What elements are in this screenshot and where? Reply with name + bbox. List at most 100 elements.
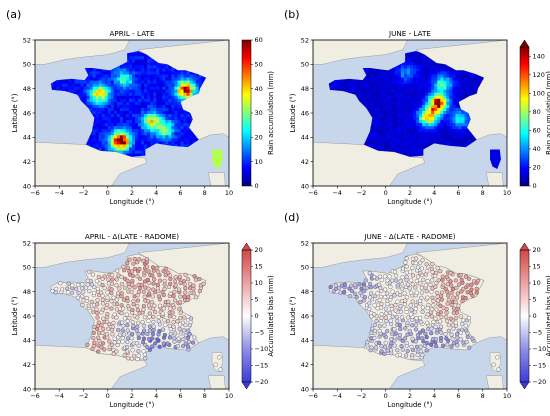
rain-cell (400, 122, 405, 127)
station-marker (436, 278, 441, 283)
rain-cell (419, 116, 423, 121)
rain-cell (440, 104, 444, 108)
x-tick-label: −6 (30, 392, 40, 400)
station-marker (151, 314, 156, 320)
rain-cell (434, 67, 438, 72)
rain-cell (376, 144, 381, 148)
rain-cell (138, 101, 142, 105)
rain-cell (135, 107, 139, 111)
rain-cell (443, 89, 447, 93)
rain-cell (379, 107, 384, 111)
rain-cell (116, 119, 121, 124)
rain-cell (425, 140, 429, 145)
rain-cell (98, 98, 103, 102)
rain-cell (443, 128, 447, 133)
station-marker (92, 290, 97, 296)
rain-cell (455, 101, 459, 105)
rain-cell (416, 122, 420, 127)
rain-cell (89, 140, 93, 145)
rain-cell (443, 83, 447, 87)
rain-cell (382, 140, 387, 145)
rain-cell (437, 67, 441, 72)
station-marker (438, 269, 443, 274)
station-marker (370, 326, 375, 331)
rain-cell (388, 104, 393, 108)
colorbar-tick-label: −5 (255, 329, 265, 337)
x-tick-label: −6 (30, 189, 40, 197)
station-marker (125, 339, 130, 344)
rain-cell (413, 52, 417, 57)
rain-cell (403, 74, 408, 78)
station-marker (132, 256, 137, 262)
station-marker (109, 299, 114, 304)
y-tick-label: 46 (23, 312, 31, 320)
rain-cell (388, 122, 393, 127)
rain-cell (132, 113, 136, 118)
station-marker (393, 302, 398, 308)
station-marker (135, 274, 140, 279)
station-marker (122, 316, 127, 321)
station-marker (454, 295, 460, 300)
station-marker (404, 295, 410, 300)
station-marker (112, 340, 117, 345)
rain-cell (180, 119, 184, 124)
rain-cell (116, 64, 121, 69)
station-marker (372, 336, 377, 341)
station-marker (163, 273, 168, 278)
rain-cell (434, 119, 438, 124)
rain-cell (125, 55, 130, 60)
rain-cell (397, 95, 402, 99)
rain-cell (349, 80, 353, 84)
station-marker (448, 271, 453, 276)
rain-cell (400, 140, 405, 145)
rain-cell (59, 86, 63, 90)
station-marker (372, 312, 377, 317)
rain-cell (174, 86, 178, 90)
rain-cell (77, 83, 81, 87)
station-marker (178, 310, 183, 315)
rain-cell (159, 77, 163, 81)
rain-cell (135, 125, 139, 130)
station-marker (135, 303, 140, 309)
rain-cell (144, 61, 148, 66)
station-marker (403, 336, 408, 341)
rain-cell (168, 83, 172, 87)
station-marker (476, 278, 481, 283)
rain-cell (141, 98, 145, 102)
rain-cell (144, 140, 148, 145)
rain-cell (141, 125, 145, 130)
station-marker (178, 280, 183, 286)
rain-cell (455, 113, 459, 118)
rain-cell (400, 74, 405, 78)
station-marker (146, 303, 152, 308)
rain-cell (364, 137, 368, 142)
rain-cell (352, 80, 356, 84)
rain-cell (186, 131, 190, 136)
rain-cell (403, 125, 408, 130)
rain-cell (174, 74, 178, 78)
rain-cell (147, 113, 151, 118)
rain-cell (162, 119, 166, 124)
rain-cell (159, 98, 163, 102)
rain-cell (367, 101, 371, 105)
station-marker (418, 281, 423, 286)
rain-cell (361, 86, 365, 90)
rain-cell (391, 116, 396, 121)
rain-cell (92, 144, 97, 148)
station-marker (155, 282, 160, 287)
rain-cell (452, 140, 456, 145)
rain-cell (437, 113, 441, 118)
station-marker (186, 344, 191, 349)
rain-cell (458, 83, 462, 87)
rain-cell (388, 119, 393, 124)
station-marker (429, 307, 434, 312)
rain-cell (147, 83, 151, 87)
rain-cell (135, 122, 139, 127)
rain-cell (403, 95, 408, 99)
rain-cell (382, 147, 387, 151)
station-marker (135, 357, 140, 362)
rain-cell (422, 58, 426, 63)
rain-cell (165, 95, 169, 99)
rain-cell (403, 61, 408, 66)
rain-cell (198, 80, 203, 84)
